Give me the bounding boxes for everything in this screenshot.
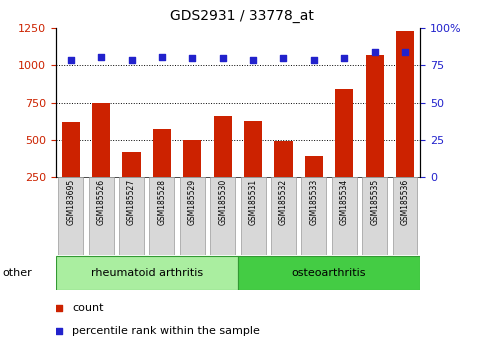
Bar [92,103,110,177]
Bar [180,177,205,255]
Text: GSM185533: GSM185533 [309,178,318,225]
Bar [393,177,417,255]
Text: rheumatoid arthritis: rheumatoid arthritis [91,268,203,278]
Text: GSM185532: GSM185532 [279,178,288,225]
Bar [149,177,174,255]
Point [67,57,74,62]
Point [371,49,379,55]
Bar [305,156,323,177]
Point [249,57,257,62]
Text: count: count [72,303,103,313]
Text: osteoarthritis: osteoarthritis [292,268,366,278]
Point [219,55,227,61]
Text: GSM185529: GSM185529 [188,178,197,225]
Text: GSM185527: GSM185527 [127,178,136,225]
Bar [244,121,262,177]
Bar [89,177,114,255]
Bar [274,141,293,177]
Bar [396,31,414,177]
Bar [153,129,171,177]
Bar [332,177,357,255]
Text: GSM185530: GSM185530 [218,178,227,225]
Text: GSM185526: GSM185526 [97,178,106,225]
Text: GSM185535: GSM185535 [370,178,379,225]
Bar [122,152,141,177]
Text: other: other [2,268,32,278]
Point [267,239,275,244]
Text: percentile rank within the sample: percentile rank within the sample [72,326,260,336]
Text: GSM185536: GSM185536 [400,178,410,225]
Bar [366,55,384,177]
Point [280,55,287,61]
Text: GDS2931 / 33778_at: GDS2931 / 33778_at [170,9,313,23]
Text: GSM185528: GSM185528 [157,178,167,224]
Bar [301,177,327,255]
Bar [58,177,83,255]
Text: GSM183695: GSM183695 [66,178,75,225]
Bar [238,256,420,290]
Point [401,49,409,55]
Bar [271,177,296,255]
Point [310,57,318,62]
Bar [62,122,80,177]
Bar [119,177,144,255]
Point [128,57,135,62]
Bar [210,177,235,255]
Bar [183,140,201,177]
Point [158,54,166,59]
Point [341,55,348,61]
Bar [56,256,238,290]
Point [97,54,105,59]
Text: GSM185531: GSM185531 [249,178,257,225]
Bar [213,116,232,177]
Point [267,26,275,32]
Bar [241,177,266,255]
Bar [362,177,387,255]
Point [188,55,196,61]
Bar [335,89,354,177]
Text: GSM185534: GSM185534 [340,178,349,225]
